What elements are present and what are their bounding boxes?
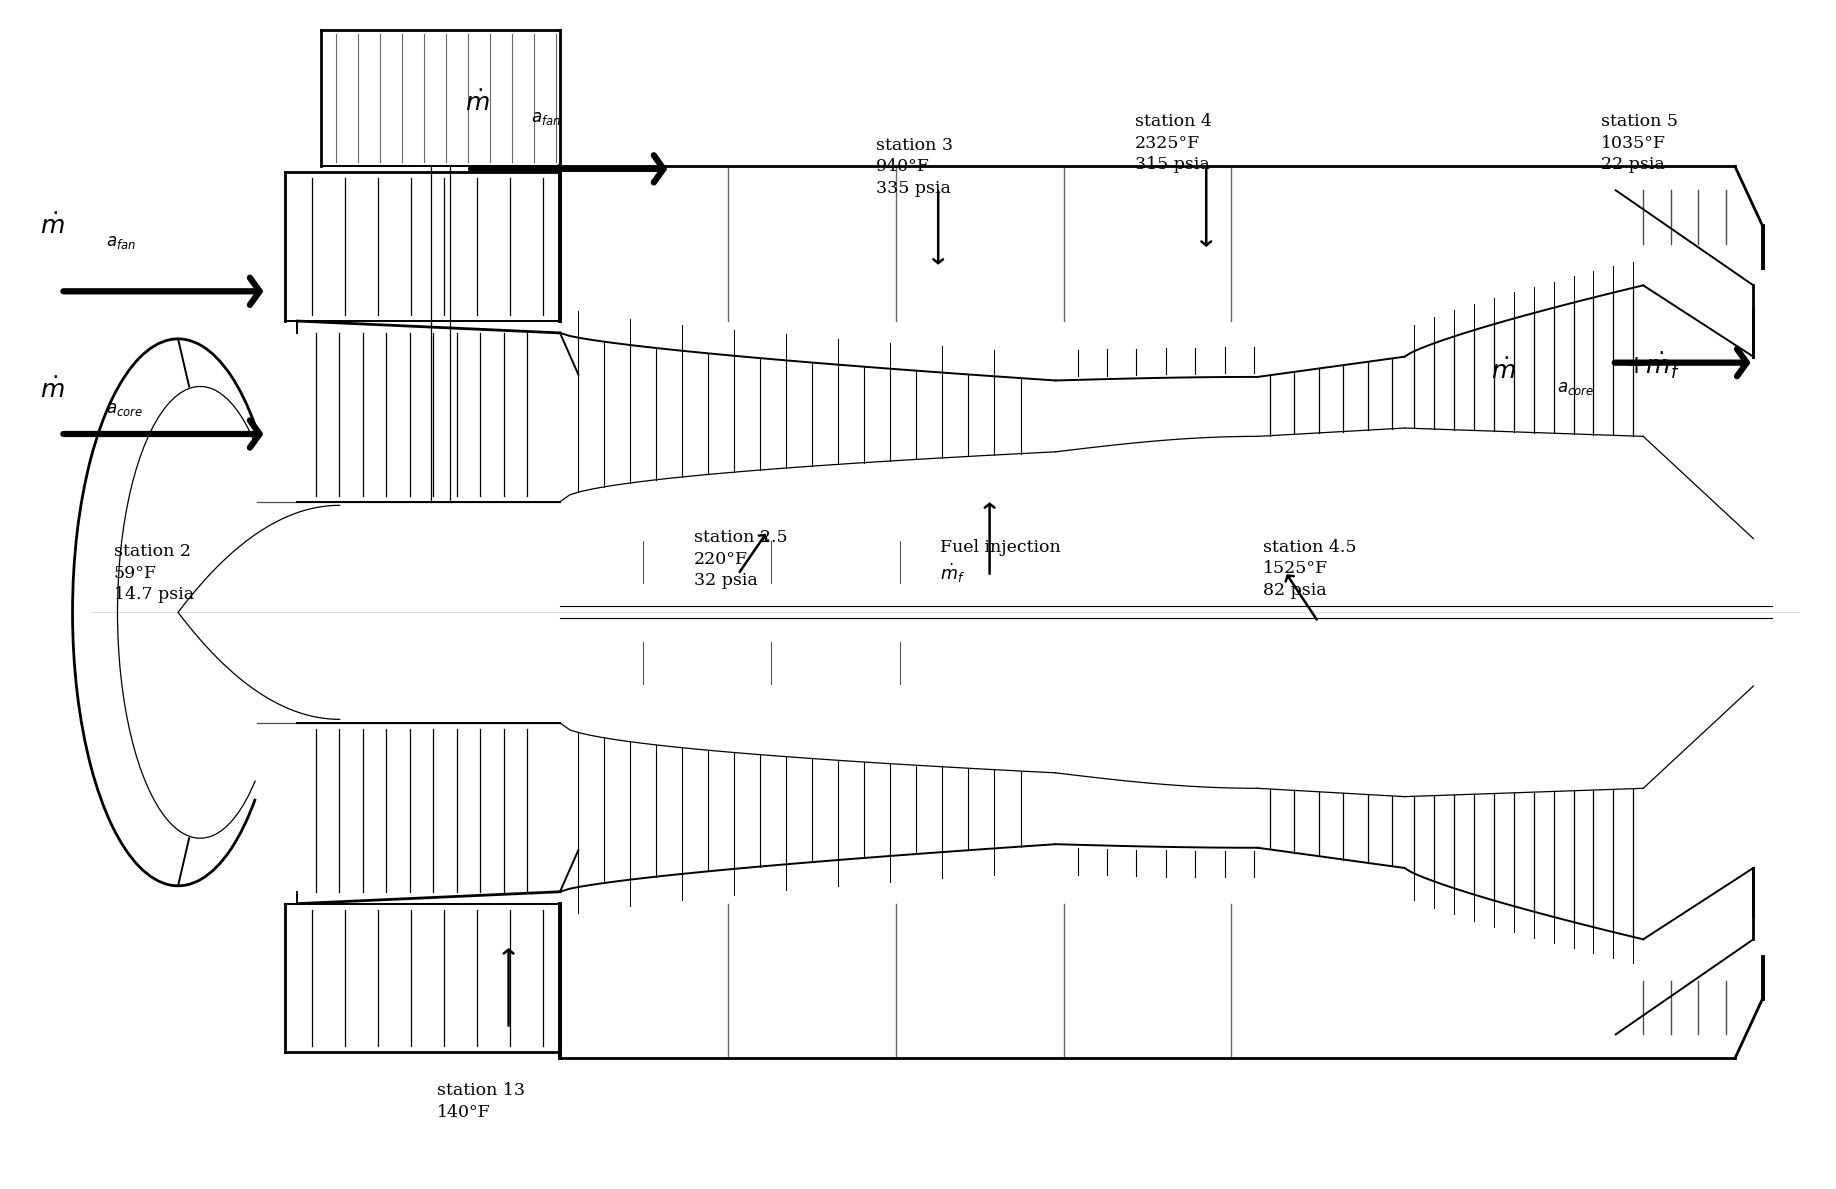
Text: station 3
940°F
335 psia: station 3 940°F 335 psia — [876, 137, 953, 197]
Text: station 13
140°F: station 13 140°F — [437, 1082, 525, 1120]
Text: $a_{fan}$: $a_{fan}$ — [531, 111, 560, 127]
Text: $\dot{m}$: $\dot{m}$ — [40, 377, 64, 403]
Text: Fuel injection
$\dot{m}_f$: Fuel injection $\dot{m}_f$ — [940, 539, 1061, 585]
Text: station 4
2325°F
315 psia: station 4 2325°F 315 psia — [1135, 113, 1212, 174]
Text: station 4.5
1525°F
82 psia: station 4.5 1525°F 82 psia — [1263, 539, 1357, 599]
Text: station 5
1035°F
22 psia: station 5 1035°F 22 psia — [1601, 113, 1678, 174]
Text: $a_{core}$: $a_{core}$ — [1557, 380, 1594, 397]
Text: $\dot{m}$: $\dot{m}$ — [1491, 358, 1515, 384]
Text: $a_{fan}$: $a_{fan}$ — [106, 234, 136, 251]
Text: station 2
59°F
14.7 psia: station 2 59°F 14.7 psia — [114, 543, 195, 604]
Text: station 2.5
220°F
32 psia: station 2.5 220°F 32 psia — [694, 529, 788, 590]
Text: $a_{core}$: $a_{core}$ — [106, 401, 143, 417]
Text: $\dot{m}$: $\dot{m}$ — [465, 90, 488, 117]
Text: $+ \dot{m}_f$: $+ \dot{m}_f$ — [1625, 351, 1680, 382]
Text: $\dot{m}$: $\dot{m}$ — [40, 213, 64, 239]
